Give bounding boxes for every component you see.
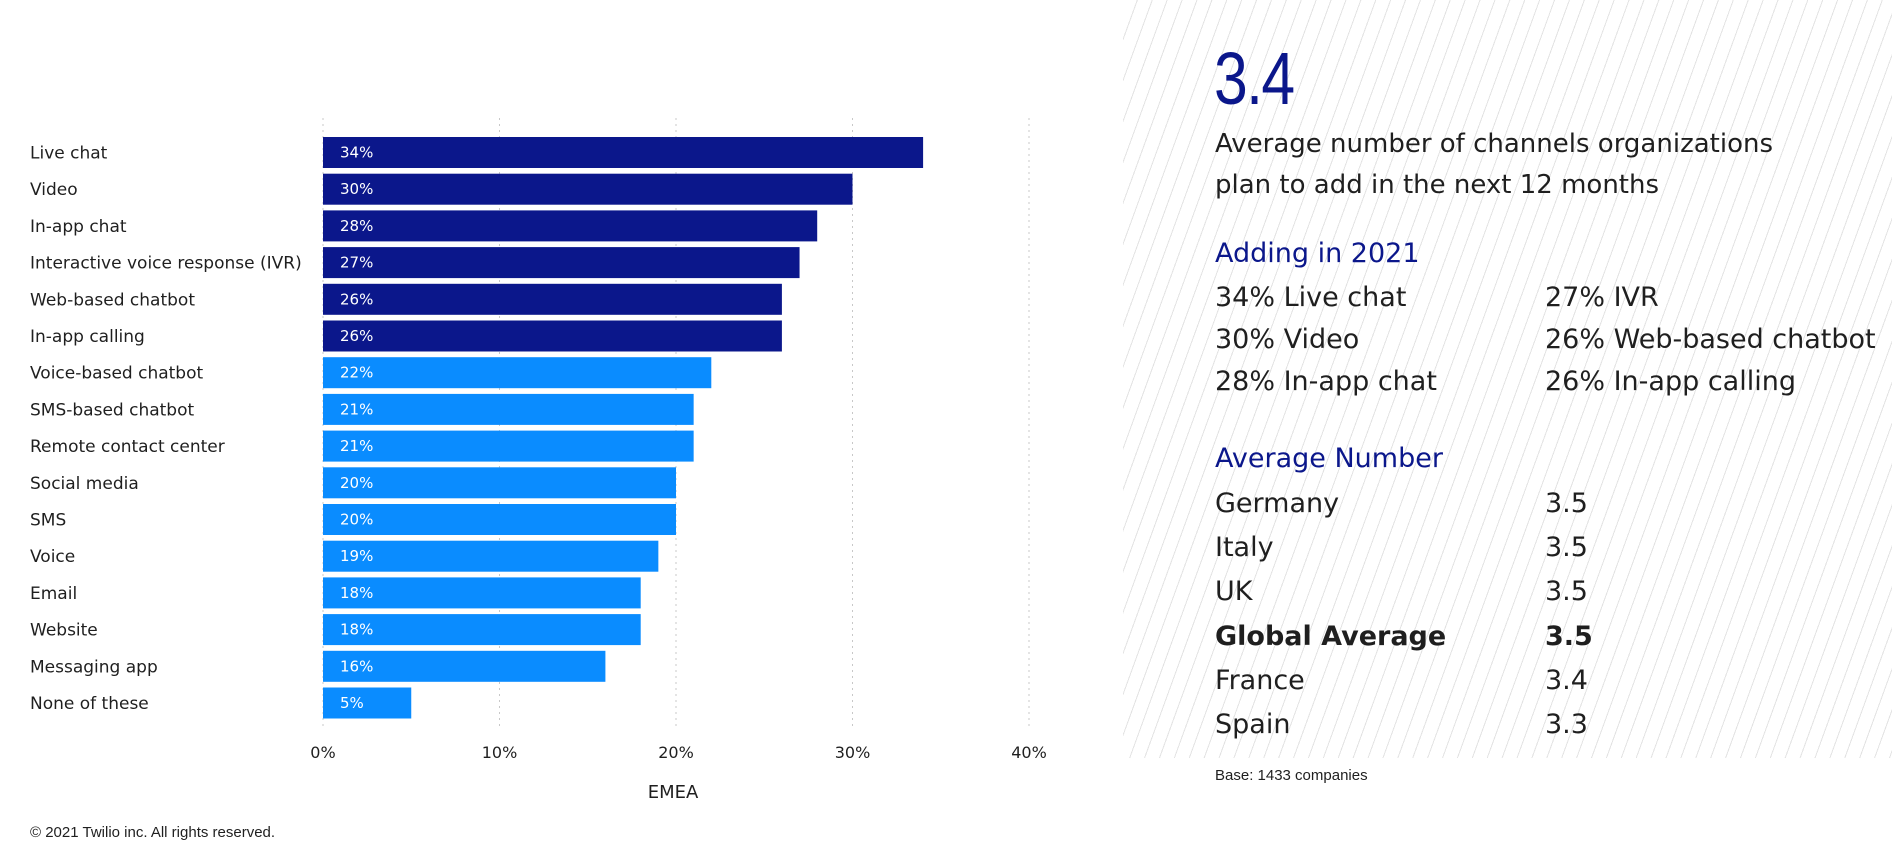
bar-value-label: 5% [340,694,364,712]
bar [323,393,694,425]
summary-panel-background [1123,0,1892,758]
copyright-notice: © 2021 Twilio inc. All rights reserved. [30,824,276,841]
bar-value-label: 18% [340,584,373,602]
average-country: Italy [1215,532,1274,563]
average-country: Germany [1215,488,1340,519]
bar [323,283,782,315]
bar [323,614,641,646]
bar [323,467,676,499]
average-value: 3.4 [1545,665,1588,696]
category-label: Video [30,180,78,200]
bar [323,430,694,462]
x-tick-label: 30% [835,743,871,762]
bar-value-label: 21% [340,400,373,418]
bar-value-label: 21% [340,437,373,455]
big-number: 3.4 [1214,37,1295,120]
average-row: Spain 3.3 [1215,709,1635,749]
adding-stat: 34% Live chat [1215,282,1407,313]
x-tick-label: 0% [310,743,335,762]
average-row: Germany 3.5 [1215,488,1635,528]
category-labels: Live chat Video In-app chat Interactive voi… [30,144,302,715]
category-label: Email [30,584,77,604]
adding-stat: 27% IVR [1545,282,1659,313]
bar-value-label: 26% [340,290,373,308]
x-tick-label: 10% [482,743,518,762]
category-label: Voice-based chatbot [30,364,203,384]
average-country: Global Average [1215,621,1447,652]
bar-value-label: 20% [340,474,373,492]
bar-value-label: 18% [340,621,373,639]
adding-stat: 26% In-app calling [1545,366,1796,397]
category-label: SMS-based chatbot [30,400,194,420]
category-label: Remote contact center [30,437,225,457]
big-number-description: Average number of channels organizations… [1215,129,1773,200]
category-label: None of these [30,694,149,714]
category-label: Interactive voice response (IVR) [30,254,302,274]
bar-value-label: 28% [340,217,373,235]
category-label: Website [30,621,98,641]
average-section-title: Average Number [1215,443,1443,474]
bar-value-label: 30% [340,180,373,198]
bar [323,357,712,389]
category-label: In-app chat [30,217,127,237]
average-country: Spain [1215,709,1291,740]
average-row: Italy 3.5 [1215,532,1635,572]
category-label: In-app calling [30,327,145,347]
category-label: Messaging app [30,657,158,677]
average-row-global: Global Average 3.5 [1215,621,1635,661]
adding-section-title: Adding in 2021 [1215,238,1420,269]
bar [323,173,853,205]
bar [323,247,800,279]
x-tick-label: 20% [658,743,694,762]
bar-layer: 34% 30% 28% 27% 26% 26% 22% 21% 21% 20% 20% 19% 18% 1… [323,137,924,719]
bar-value-label: 20% [340,511,373,529]
bar [323,687,412,719]
adding-stat: 30% Video [1215,324,1360,355]
x-axis-ticks: 0% 10% 20% 30% 40% [310,743,1046,762]
bar [323,320,782,352]
average-row: UK 3.5 [1215,576,1635,616]
average-value: 3.5 [1545,488,1588,519]
adding-stat: 28% In-app chat [1215,366,1437,397]
average-value: 3.3 [1545,709,1588,740]
average-country: UK [1215,576,1253,607]
bar [323,504,676,535]
category-label: Web-based chatbot [30,290,195,310]
bar-value-label: 34% [340,144,373,162]
bar-value-label: 27% [340,254,373,272]
average-value: 3.5 [1545,576,1588,607]
category-label: Social media [30,474,139,494]
x-axis-title: EMEA [648,782,699,803]
average-country: France [1215,665,1305,696]
bar [323,650,606,682]
adding-stat: 26% Web-based chatbot [1545,324,1876,355]
bar [323,210,818,242]
category-label: SMS [30,511,66,531]
bar-value-label: 26% [340,327,373,345]
category-label: Voice [30,547,75,567]
base-note: Base: 1433 companies [1215,767,1368,784]
average-row: France 3.4 [1215,665,1635,705]
average-value: 3.5 [1545,532,1588,563]
average-value: 3.5 [1545,621,1593,652]
bar-value-label: 22% [340,364,373,382]
x-tick-label: 40% [1011,743,1047,762]
channels-bar-chart: 34% 30% 28% 27% 26% 26% 22% 21% 21% 20% 20% 19% 18% 1… [30,118,1047,803]
bar-value-label: 19% [340,547,373,565]
bar [323,540,659,572]
bar [323,577,641,609]
category-label: Live chat [30,144,108,164]
bar [323,137,924,168]
bar-value-label: 16% [340,657,373,675]
